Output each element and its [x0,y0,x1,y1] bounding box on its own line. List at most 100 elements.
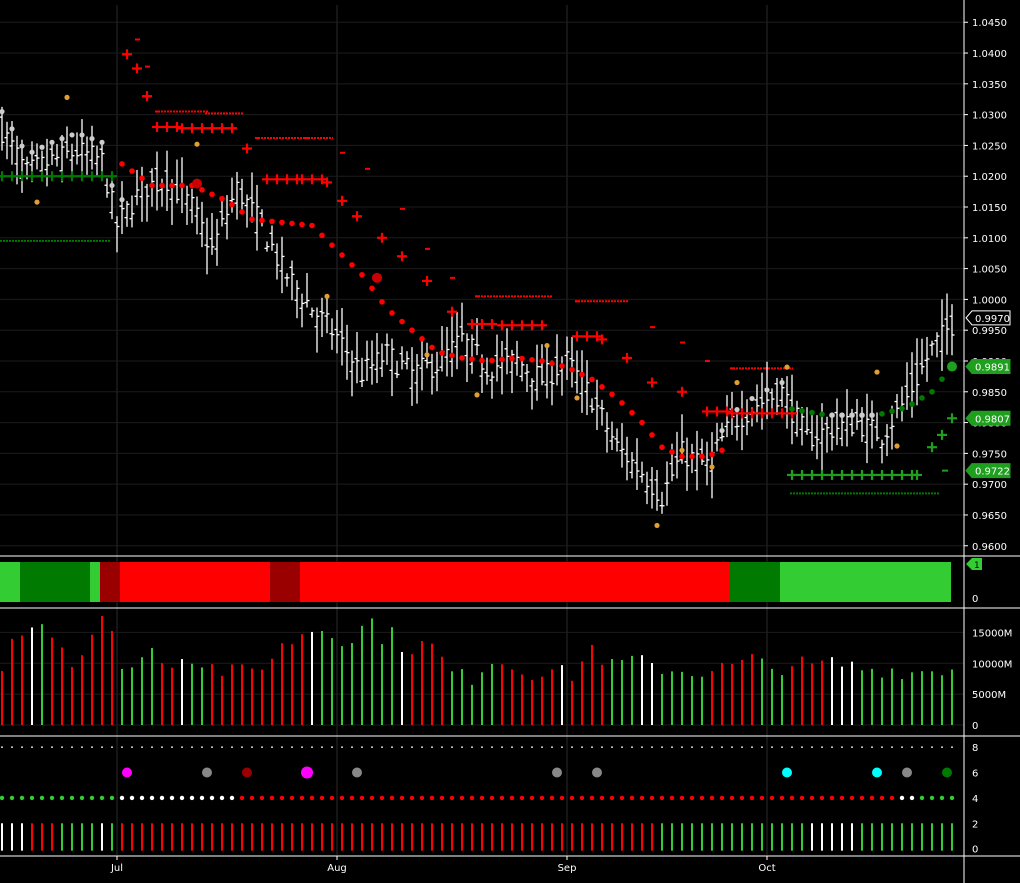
red-plus [397,251,407,262]
green-signal-dot [947,361,957,372]
trend-marker [966,558,982,570]
red-trail-dot [229,201,235,208]
signal-bar [371,823,373,851]
signal-row4-dot [119,795,125,801]
green-trail-dot [849,412,855,418]
signal-row8-dot [611,746,613,749]
signal-row4-dot [199,795,205,801]
signal-row4-dot [879,795,885,801]
signal-row4-dot [809,795,815,801]
price-bar [324,294,330,334]
price-bar [499,340,505,395]
price-bar [549,360,555,406]
red-plus [227,123,237,134]
price-bar [419,340,425,391]
signal-tick-label: 4 [972,794,978,805]
red-trail-dot [639,419,645,426]
price-bar [514,340,520,376]
signal-bar [641,823,643,851]
price-panel[interactable] [0,5,964,855]
price-bar [739,390,745,451]
signal-row4-dot [309,795,315,801]
green-trail-dot [929,388,935,395]
signal-row4-dot [39,795,45,801]
signal-row8-dot [871,746,873,749]
signal-bar [21,823,23,851]
green-plus [877,469,887,480]
signal-row8-dot [901,746,903,749]
signal-row8-dot [701,746,703,749]
volume-bar [161,663,163,725]
signal-row8-dot [81,746,83,749]
red-trail-dot [519,355,525,362]
signal-row4-dot [189,795,195,801]
volume-bar [341,646,343,725]
signal-row4-dot [379,795,385,801]
signal-bar [601,823,603,851]
signal-bar [651,823,653,851]
signal-row8-dot [31,746,33,749]
red-trail-dot [369,285,375,292]
signal-row8-dot [831,746,833,749]
price-bar [539,344,545,386]
volume-bar [551,669,553,725]
green-plus [827,469,837,480]
red-plus [132,63,142,74]
price-flag: 0.9807 [965,410,1011,426]
trend-segment [730,562,781,602]
signal-row4-dot [829,795,835,801]
signal-row4-dot [9,795,15,801]
volume-bar [931,671,933,725]
green-plus [37,171,47,182]
price-bar [824,416,830,453]
price-flag-box [965,310,1011,326]
orange-dot [894,443,900,449]
price-bar [544,344,550,399]
signal-row4-dot [289,795,295,801]
signal-bar [931,823,933,851]
price-bar [754,384,760,423]
signal-row8-dot [91,746,93,749]
price-bar [834,398,840,446]
signal-bar [331,823,333,851]
price-bar [894,394,900,419]
red-trail-dot [339,252,345,258]
red-trail-dot [299,221,305,228]
price-bar [354,331,360,384]
orange-dot [709,464,715,470]
signal-row8-dot [381,746,383,749]
green-plus [107,171,117,182]
price-flag: 0.9891 [965,359,1011,375]
price-tick-label: 1.0300 [972,111,1007,122]
red-plus [727,408,737,419]
red-plus [722,406,732,417]
price-bar [564,336,570,380]
price-bar [694,430,700,491]
volume-bar [631,655,633,725]
red-trail-dot [149,182,155,189]
signal-row4-dot [929,795,935,801]
signal-bar [121,823,123,851]
red-trail-dot [659,444,665,451]
red-signal-dot [372,272,382,283]
red-trail-dot [399,318,405,325]
signal-row8-dot [331,746,333,749]
signal-row4-dot [139,795,145,801]
volume-bar [671,671,673,725]
price-bar [289,260,295,301]
red-trail-dot [419,336,425,342]
signal-bar [161,823,163,851]
price-bar [949,304,955,356]
price-bar [189,188,195,224]
price-bar [314,307,320,353]
signal-row8-dot [171,746,173,749]
signal-row8-dot [261,746,263,749]
red-trail-dot [319,232,325,239]
red-plus [467,319,477,330]
signal-marker [122,767,132,778]
signal-row8-dot [681,746,683,749]
price-bar [239,178,245,213]
volume-bar [91,634,93,725]
price-bar [524,363,530,393]
